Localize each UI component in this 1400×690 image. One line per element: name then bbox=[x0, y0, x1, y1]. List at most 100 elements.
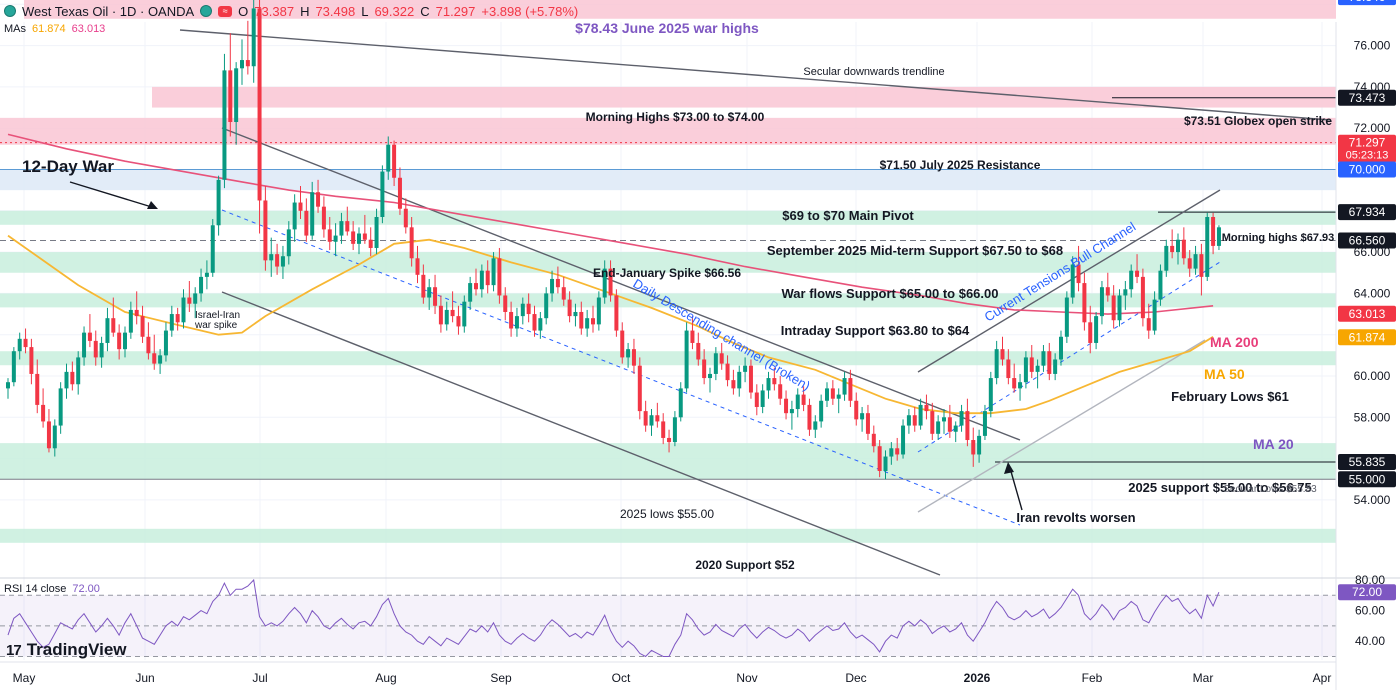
candle-body bbox=[795, 394, 800, 410]
candle-body bbox=[1041, 351, 1046, 366]
candle-body bbox=[667, 437, 672, 443]
candle-body bbox=[1012, 378, 1017, 389]
bull-channel-upper-line bbox=[917, 189, 1221, 373]
x-tick-label: 2026 bbox=[964, 671, 991, 685]
candle-body bbox=[550, 278, 555, 294]
annotation-morning-highs: Morning highs $67.93 bbox=[1222, 232, 1334, 244]
brand-name: TradingView bbox=[26, 640, 127, 659]
price-tag-label: 70.000 bbox=[1349, 163, 1386, 177]
x-tick-label: Oct bbox=[612, 671, 631, 685]
candle-body bbox=[766, 378, 771, 391]
bull-channel-lower-line bbox=[917, 339, 1206, 513]
candle-body bbox=[286, 229, 291, 257]
candle-body bbox=[292, 202, 297, 230]
candle-body bbox=[655, 415, 660, 422]
revolt-arrow-head-icon bbox=[1004, 462, 1014, 474]
candle-body bbox=[1018, 382, 1023, 389]
x-tick-label: Sep bbox=[490, 671, 512, 685]
candle-body bbox=[1181, 239, 1186, 259]
candle-body bbox=[614, 295, 619, 331]
candle-body bbox=[848, 378, 853, 401]
candle-body bbox=[760, 390, 765, 407]
tradingview-logo[interactable]: 17 TradingView bbox=[6, 640, 127, 660]
candle-body bbox=[333, 235, 338, 242]
candle-body bbox=[678, 388, 683, 418]
candle-body bbox=[1029, 357, 1034, 372]
zone-label: 2025 support $55.00 to $56.75 bbox=[1128, 480, 1312, 495]
candle-body bbox=[105, 318, 110, 343]
symbol-title[interactable]: West Texas Oil · 1D · OANDA bbox=[22, 3, 195, 19]
close-value: 71.297 bbox=[435, 3, 476, 19]
candle-body bbox=[626, 349, 631, 358]
ma-legend[interactable]: MAs 61.874 63.013 bbox=[4, 23, 105, 35]
price-tag bbox=[1338, 0, 1396, 6]
candle-body bbox=[1088, 322, 1093, 343]
candle-body bbox=[801, 394, 806, 405]
y-tick-label: 58.000 bbox=[1354, 410, 1391, 424]
candle-body bbox=[222, 70, 227, 180]
candle-body bbox=[1164, 245, 1169, 271]
candle-body bbox=[1187, 258, 1192, 269]
candle-body bbox=[561, 287, 566, 300]
candle-body bbox=[971, 440, 976, 455]
candle-body bbox=[304, 210, 309, 236]
candle-body bbox=[152, 353, 157, 364]
zone-green bbox=[0, 252, 1336, 273]
candle-body bbox=[526, 303, 531, 315]
candle-body bbox=[1140, 276, 1145, 319]
candle-body bbox=[807, 404, 812, 430]
candle-body bbox=[403, 208, 408, 228]
candle-body bbox=[702, 359, 707, 379]
candle-body bbox=[988, 378, 993, 412]
zone-green bbox=[0, 210, 1336, 225]
candle-body bbox=[1094, 316, 1099, 343]
candle-body bbox=[854, 400, 859, 420]
x-tick-label: Dec bbox=[845, 671, 866, 685]
candle-body bbox=[1064, 297, 1069, 337]
candle-body bbox=[140, 316, 145, 337]
candle-body bbox=[514, 316, 519, 329]
candle-body bbox=[17, 338, 22, 352]
annotation-2025-lows: 2025 lows $55.00 bbox=[620, 507, 714, 521]
price-tag bbox=[1338, 329, 1396, 346]
candle-body bbox=[245, 60, 250, 67]
candle-body bbox=[181, 297, 186, 323]
candle-body bbox=[497, 258, 502, 296]
candle-body bbox=[87, 332, 92, 341]
channel-mid-dashed-line bbox=[221, 209, 1021, 526]
price-tag-label: 63.013 bbox=[1349, 307, 1386, 321]
candle-body bbox=[1129, 270, 1134, 290]
x-tick-label: May bbox=[13, 671, 36, 685]
rsi-legend[interactable]: RSI 14 close 72.00 bbox=[4, 583, 100, 595]
candle-body bbox=[708, 373, 712, 379]
price-tag-label: 66.560 bbox=[1349, 234, 1386, 248]
candle-body bbox=[269, 254, 274, 261]
candle-body bbox=[602, 268, 607, 298]
candle-body bbox=[163, 330, 168, 356]
candle-body bbox=[257, 8, 262, 201]
rsi-tag-label: 72.00 bbox=[1352, 585, 1382, 599]
y-tick-label: 76.000 bbox=[1354, 39, 1391, 53]
candle-body bbox=[631, 349, 636, 366]
x-tick-label: Aug bbox=[375, 671, 396, 685]
rsi-tag bbox=[1338, 584, 1396, 601]
candle-body bbox=[865, 413, 870, 434]
candle-body bbox=[672, 417, 677, 443]
candle-body bbox=[427, 287, 432, 298]
x-tick-label: Mar bbox=[1193, 671, 1214, 685]
price-tag-label: 61.874 bbox=[1349, 330, 1386, 344]
candle-body bbox=[1152, 299, 1157, 331]
candle-body bbox=[643, 411, 648, 426]
annotation-jan-spike: End-January Spike $66.56 bbox=[593, 266, 741, 280]
secular-trendline bbox=[179, 29, 1331, 121]
y-tick-label: 60.000 bbox=[1354, 369, 1391, 383]
price-tag-label: 67.934 bbox=[1349, 205, 1386, 219]
compare-icon[interactable]: ≈ bbox=[218, 5, 233, 17]
candle-body bbox=[327, 229, 332, 242]
candle-body bbox=[491, 258, 496, 286]
candle-body bbox=[128, 309, 133, 333]
candle-body bbox=[392, 144, 397, 178]
candle-body bbox=[555, 278, 560, 288]
